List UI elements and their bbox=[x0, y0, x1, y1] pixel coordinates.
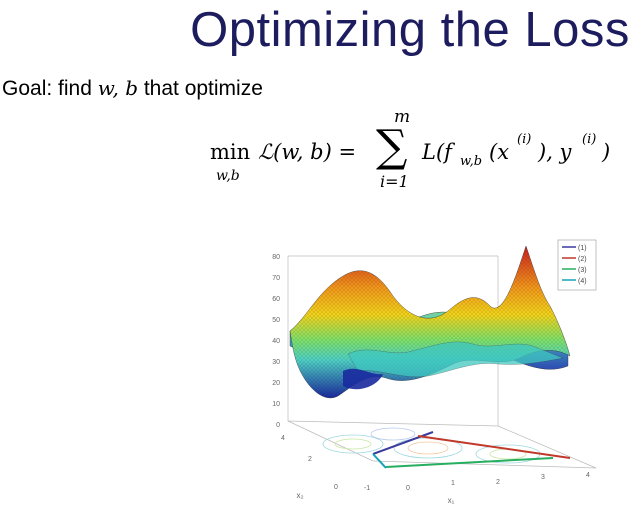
loss-surface-plot: 80 70 60 50 40 30 20 10 0 -1 0 1 2 3 4 0… bbox=[272, 239, 597, 504]
path-3 bbox=[385, 457, 554, 468]
z-tick: 70 bbox=[272, 275, 280, 282]
x1-tick: 3 bbox=[541, 474, 545, 481]
z-tick: 50 bbox=[272, 317, 280, 324]
x1-tick: -1 bbox=[364, 485, 370, 492]
formula-sup-i-2: (i) bbox=[582, 132, 597, 147]
x1-axis-label: x₁ bbox=[448, 496, 455, 504]
legend-label-4: (4) bbox=[578, 278, 587, 285]
z-tick: 80 bbox=[272, 254, 280, 261]
z-tick: 60 bbox=[272, 296, 280, 303]
x2-tick: 2 bbox=[308, 456, 312, 463]
z-tick: 20 bbox=[272, 380, 280, 387]
z-axis-ticks: 80 70 60 50 40 30 20 10 0 bbox=[272, 254, 280, 429]
x1-tick: 2 bbox=[496, 479, 500, 486]
formula-rhs: L(f bbox=[422, 140, 452, 164]
x2-axis-label: x₂ bbox=[296, 491, 303, 500]
formula-min: min bbox=[210, 140, 251, 164]
legend-label-1: (1) bbox=[578, 245, 587, 252]
loss-surface-low bbox=[343, 368, 383, 390]
goal-text: Goal: find w, b that optimize bbox=[2, 76, 263, 101]
formula-rhs-end: ) bbox=[602, 140, 611, 164]
formula-min-subscript: w,b bbox=[216, 168, 240, 184]
goal-prefix: Goal: find bbox=[2, 77, 98, 100]
plot-legend: (1) (2) (3) (4) bbox=[557, 239, 597, 291]
x1-tick: 0 bbox=[406, 485, 410, 492]
goal-suffix: that optimize bbox=[138, 77, 263, 100]
summation-sigma: ∑ bbox=[376, 121, 408, 172]
formula-rhs-subscript: w,b bbox=[460, 154, 483, 169]
loss-surface-band bbox=[347, 341, 564, 377]
x2-tick: 4 bbox=[281, 435, 285, 442]
plot-axes bbox=[287, 255, 597, 469]
z-tick: 0 bbox=[276, 422, 280, 429]
x2-axis-ticks: 0 2 4 bbox=[281, 435, 338, 491]
path-1 bbox=[372, 431, 434, 455]
path-4 bbox=[372, 453, 387, 469]
formula-sum-lower: i=1 bbox=[380, 172, 409, 191]
x1-tick: 1 bbox=[451, 480, 455, 487]
legend-label-2: (2) bbox=[578, 256, 587, 263]
slide-title: Optimizing the Loss bbox=[190, 3, 630, 57]
formula-rhs-y: ), y bbox=[538, 140, 572, 164]
descent-paths bbox=[372, 431, 571, 469]
formula-lhs: ℒ(w, b) = bbox=[258, 140, 357, 164]
x2-tick: 0 bbox=[334, 484, 338, 491]
formula-sum-upper: m bbox=[394, 107, 411, 127]
formula-sup-i-1: (i) bbox=[517, 132, 532, 147]
z-tick: 40 bbox=[272, 338, 280, 345]
x1-tick: 4 bbox=[586, 472, 590, 479]
legend-label-3: (3) bbox=[578, 267, 587, 274]
floor-contours bbox=[322, 427, 541, 464]
x1-axis-ticks: -1 0 1 2 3 4 bbox=[364, 472, 590, 492]
goal-vars: w, b bbox=[97, 76, 138, 100]
z-tick: 10 bbox=[272, 401, 280, 408]
path-2 bbox=[417, 435, 571, 459]
z-tick: 30 bbox=[272, 359, 280, 366]
loss-formula: min w,b ℒ(w, b) = m ∑ i=1 L(f w,b (x (i)… bbox=[210, 107, 630, 193]
formula-rhs-x: (x bbox=[489, 140, 510, 164]
